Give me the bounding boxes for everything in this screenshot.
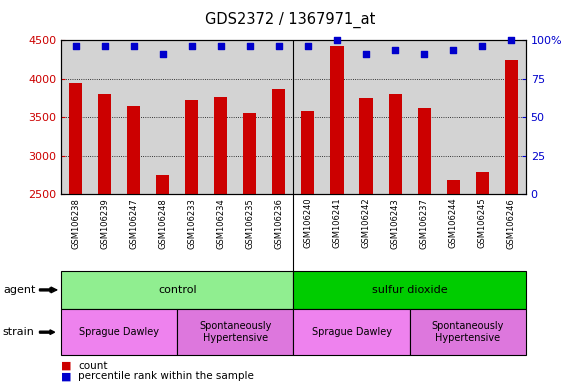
Point	[216, 43, 225, 50]
Bar	[505, 60, 518, 194]
Text: GSM106248: GSM106248	[158, 198, 167, 248]
Text: Spontaneously
Hypertensive: Spontaneously Hypertensive	[199, 321, 271, 343]
Point	[100, 43, 109, 50]
Point	[187, 43, 196, 50]
Point	[245, 43, 254, 50]
Point	[158, 51, 167, 57]
Text: GSM106246: GSM106246	[507, 198, 516, 248]
Bar	[293, 309, 410, 355]
Bar	[61, 271, 293, 309]
Bar	[61, 309, 177, 355]
Text: count: count	[78, 361, 108, 371]
Point	[361, 51, 371, 57]
Point	[71, 43, 80, 50]
Text: Spontaneously
Hypertensive: Spontaneously Hypertensive	[432, 321, 504, 343]
Bar	[302, 111, 314, 194]
Text: GSM106236: GSM106236	[274, 198, 284, 248]
Bar	[410, 309, 526, 355]
Text: GSM106242: GSM106242	[361, 198, 371, 248]
Point	[332, 37, 342, 43]
Text: agent: agent	[3, 285, 35, 295]
Bar	[272, 89, 285, 194]
Text: ■: ■	[61, 371, 71, 381]
Text: GSM106240: GSM106240	[303, 198, 313, 248]
Bar	[177, 309, 293, 355]
Point	[129, 43, 138, 50]
Text: ■: ■	[61, 361, 71, 371]
Text: GSM106238: GSM106238	[71, 198, 80, 248]
Bar	[98, 94, 111, 194]
Bar	[243, 113, 256, 194]
Text: percentile rank within the sample: percentile rank within the sample	[78, 371, 254, 381]
Text: strain: strain	[3, 327, 35, 337]
Point	[449, 46, 458, 53]
Bar	[331, 46, 343, 194]
Bar	[185, 100, 198, 194]
Bar	[476, 172, 489, 194]
Point	[507, 37, 516, 43]
Point	[390, 46, 400, 53]
Text: GSM106243: GSM106243	[390, 198, 400, 248]
Text: Sprague Dawley: Sprague Dawley	[79, 327, 159, 337]
Bar	[389, 94, 401, 194]
Text: sulfur dioxide: sulfur dioxide	[372, 285, 447, 295]
Bar	[418, 108, 431, 194]
Text: GSM106233: GSM106233	[187, 198, 196, 248]
Bar	[214, 97, 227, 194]
Text: Sprague Dawley: Sprague Dawley	[311, 327, 392, 337]
Text: GSM106241: GSM106241	[332, 198, 342, 248]
Bar	[293, 271, 526, 309]
Point	[419, 51, 429, 57]
Point	[303, 43, 313, 50]
Text: GSM106247: GSM106247	[129, 198, 138, 248]
Text: GSM106244: GSM106244	[449, 198, 458, 248]
Bar	[156, 175, 169, 194]
Text: GSM106234: GSM106234	[216, 198, 225, 248]
Bar	[69, 83, 82, 194]
Text: GSM106235: GSM106235	[245, 198, 254, 248]
Point	[274, 43, 284, 50]
Text: GDS2372 / 1367971_at: GDS2372 / 1367971_at	[205, 12, 376, 28]
Text: GSM106237: GSM106237	[419, 198, 429, 248]
Bar	[127, 106, 140, 194]
Text: control: control	[158, 285, 196, 295]
Text: GSM106239: GSM106239	[100, 198, 109, 248]
Bar	[447, 180, 460, 194]
Text: GSM106245: GSM106245	[478, 198, 487, 248]
Point	[478, 43, 487, 50]
Bar	[360, 98, 372, 194]
